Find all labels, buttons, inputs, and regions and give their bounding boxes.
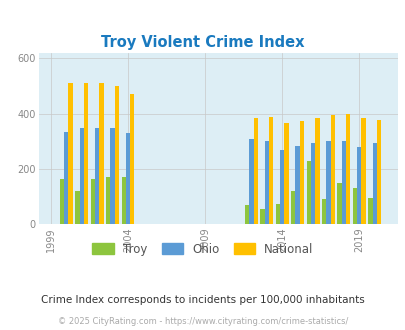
Bar	[295, 146, 299, 224]
Text: Crime Index corresponds to incidents per 100,000 inhabitants: Crime Index corresponds to incidents per…	[41, 295, 364, 305]
Legend: Troy, Ohio, National: Troy, Ohio, National	[90, 240, 315, 258]
Bar	[253, 118, 257, 224]
Bar	[290, 191, 295, 224]
Bar	[341, 141, 345, 224]
Bar	[64, 132, 68, 224]
Bar	[337, 183, 341, 224]
Bar	[372, 143, 376, 224]
Bar	[330, 115, 334, 224]
Bar	[126, 133, 130, 224]
Bar	[84, 83, 88, 224]
Bar	[306, 161, 310, 224]
Bar	[90, 179, 95, 224]
Text: Troy Violent Crime Index: Troy Violent Crime Index	[101, 35, 304, 50]
Bar	[115, 86, 119, 224]
Bar	[314, 118, 319, 224]
Bar	[95, 127, 99, 224]
Bar	[75, 191, 79, 224]
Bar	[352, 188, 356, 224]
Bar	[68, 83, 72, 224]
Bar	[130, 94, 134, 224]
Bar	[275, 204, 279, 224]
Bar	[106, 177, 110, 224]
Bar	[249, 139, 253, 224]
Bar	[268, 117, 273, 224]
Bar	[299, 120, 303, 224]
Bar	[244, 205, 249, 224]
Bar	[326, 141, 330, 224]
Bar	[367, 198, 372, 224]
Text: © 2025 CityRating.com - https://www.cityrating.com/crime-statistics/: © 2025 CityRating.com - https://www.city…	[58, 317, 347, 326]
Bar	[264, 141, 268, 224]
Bar	[99, 83, 103, 224]
Bar	[310, 143, 314, 224]
Bar	[279, 150, 284, 224]
Bar	[284, 123, 288, 224]
Bar	[260, 209, 264, 224]
Bar	[321, 200, 326, 224]
Bar	[360, 118, 365, 224]
Bar	[121, 177, 126, 224]
Bar	[60, 179, 64, 224]
Bar	[110, 127, 115, 224]
Bar	[79, 127, 84, 224]
Bar	[356, 147, 360, 224]
Bar	[376, 120, 380, 224]
Bar	[345, 114, 350, 224]
